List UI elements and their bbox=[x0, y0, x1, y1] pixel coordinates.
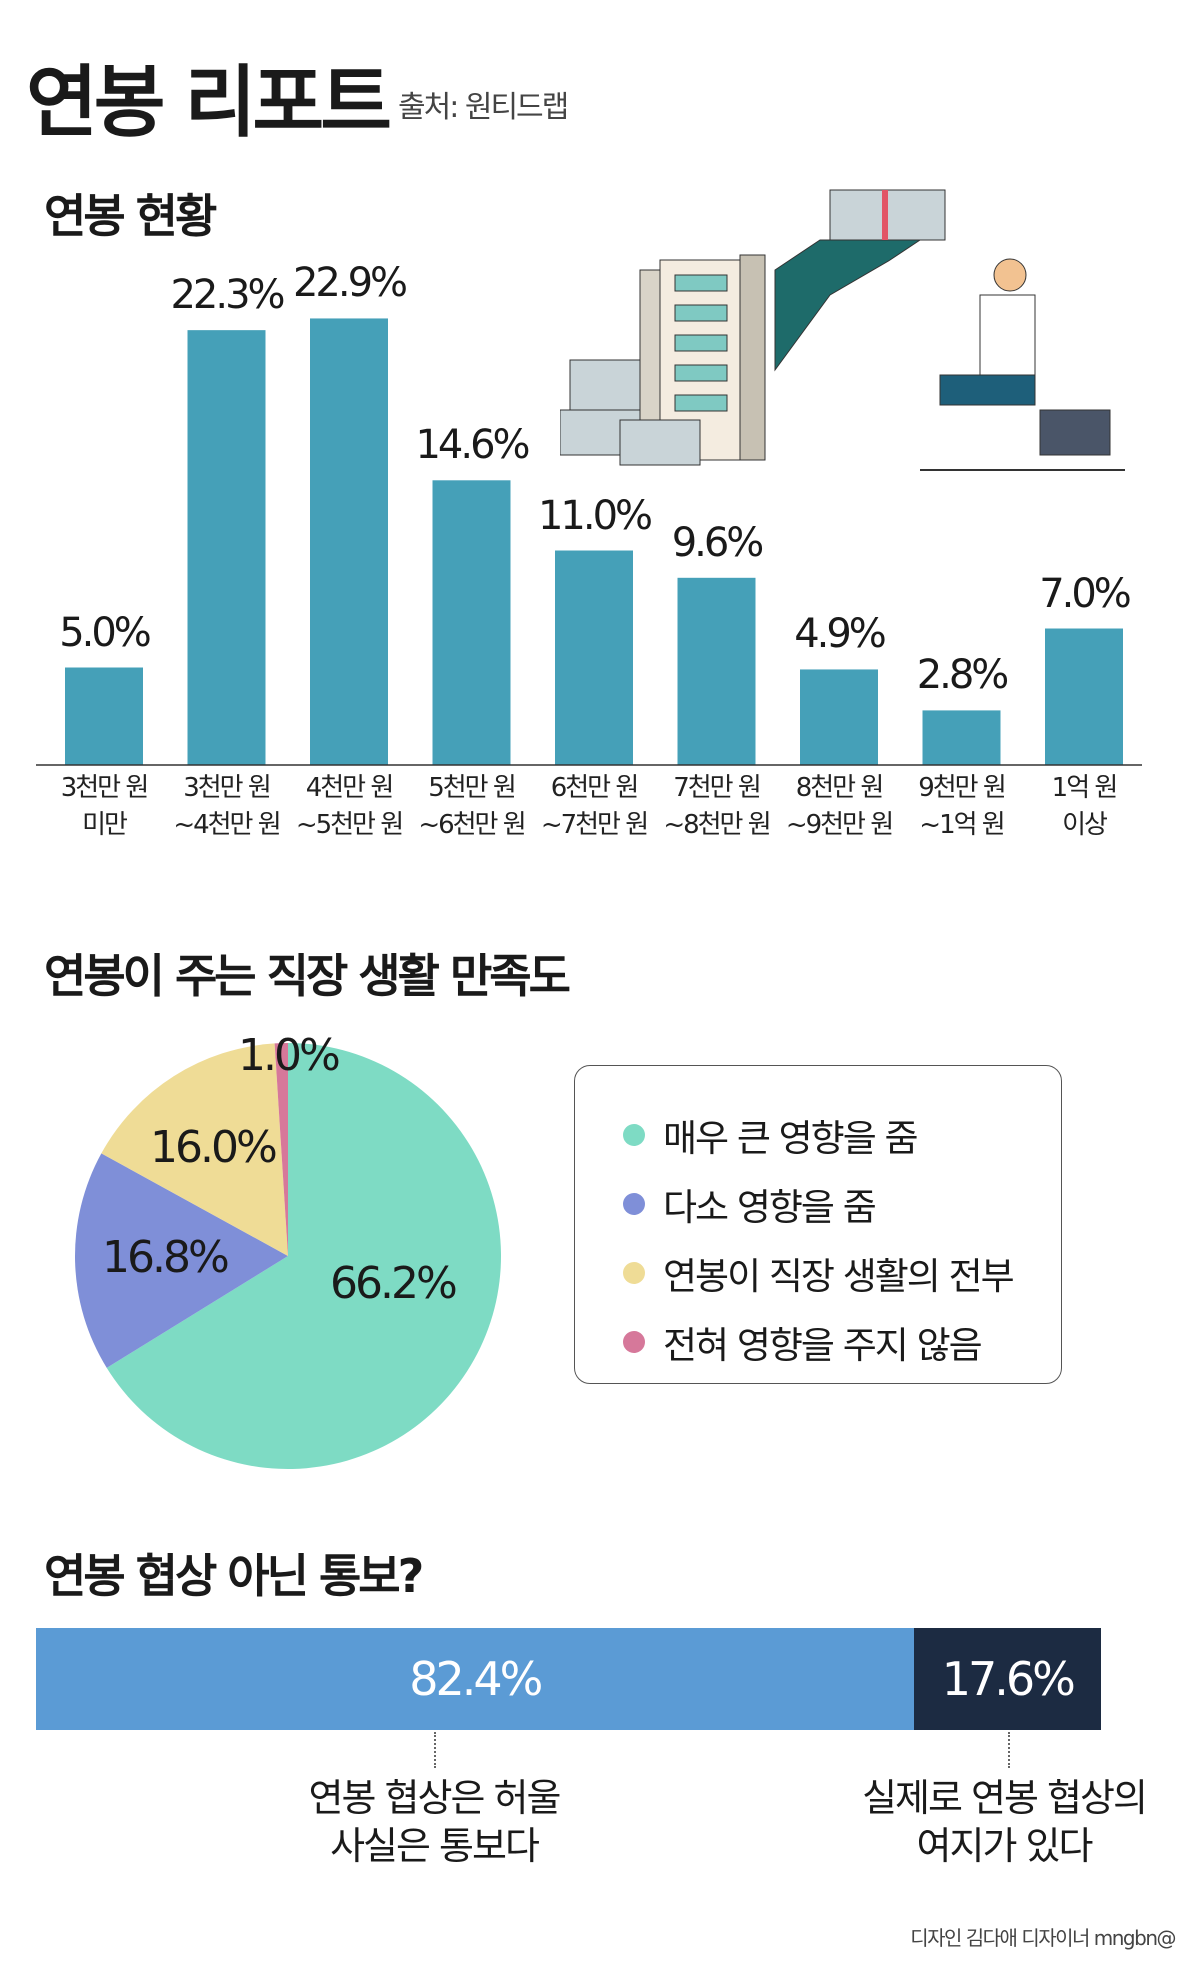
category-label: 4천만 원 ~5천만 원 bbox=[289, 770, 409, 844]
segment-notice: 82.4% bbox=[36, 1628, 914, 1730]
footer-credit: 디자인 김다애 디자이너 mngbn@ bbox=[910, 1926, 1176, 1950]
category-label-line: 5천만 원 bbox=[428, 773, 517, 803]
category-label-line: 1억 원 bbox=[1051, 773, 1119, 803]
leader-line bbox=[1008, 1732, 1010, 1768]
category-label-line: 3천만 원 bbox=[183, 773, 272, 803]
category-label-line: ~9천만 원 bbox=[785, 810, 894, 840]
bar-value-label: 22.3% bbox=[170, 272, 285, 319]
category-label: 3천만 원 ~4천만 원 bbox=[167, 770, 287, 844]
pie-label-some: 16.8% bbox=[102, 1232, 230, 1283]
bar bbox=[187, 330, 266, 765]
source-label: 출처: 원티드랩 bbox=[398, 90, 569, 125]
bar-value-label: 4.9% bbox=[794, 611, 887, 658]
caption-notice: 연봉 협상은 허울 사실은 통보다 bbox=[254, 1774, 614, 1870]
legend-item: 매우 큰 영향을 줌 bbox=[623, 1100, 1061, 1169]
bar-value-label: 7.0% bbox=[1039, 570, 1132, 617]
caption-negotiable: 실제로 연봉 협상의 여지가 있다 bbox=[824, 1774, 1184, 1870]
category-label-line: ~8천만 원 bbox=[663, 810, 771, 840]
bar-value-label: 14.6% bbox=[415, 422, 530, 469]
category-label-line: 이상 bbox=[1062, 810, 1108, 840]
category-label-line: 3천만 원 bbox=[60, 773, 150, 803]
pie-slice bbox=[101, 1043, 288, 1256]
category-label-line: ~5천만 원 bbox=[295, 810, 404, 840]
bar-value-label: 11.0% bbox=[537, 492, 653, 539]
caption-line: 사실은 통보다 bbox=[330, 1824, 540, 1868]
bar bbox=[555, 550, 633, 765]
bar bbox=[677, 577, 756, 765]
category-label: 9천만 원 ~1억 원 bbox=[902, 770, 1022, 844]
legend-item: 전혀 영향을 주지 않음 bbox=[623, 1307, 1061, 1376]
bar-value-label: 9.6% bbox=[671, 519, 765, 566]
bar bbox=[922, 710, 1001, 765]
bar bbox=[65, 667, 143, 765]
salary-bar-chart bbox=[36, 318, 1142, 766]
negotiation-stacked-bar: 82.4% 17.6% bbox=[36, 1628, 1101, 1730]
bar bbox=[310, 318, 388, 765]
pie-legend: 매우 큰 영향을 줌 다소 영향을 줌 연봉이 직장 생활의 전부 전혀 영향을… bbox=[574, 1065, 1062, 1384]
page-title: 연봉 리포트 bbox=[26, 58, 392, 148]
bar-chart-title: 연봉 현황 bbox=[44, 189, 217, 243]
legend-label: 다소 영향을 줌 bbox=[663, 1185, 877, 1229]
pie-label-very: 66.2% bbox=[330, 1258, 458, 1309]
caption-line: 여지가 있다 bbox=[916, 1824, 1094, 1868]
category-label-line: ~1억 원 bbox=[919, 810, 1005, 840]
pie-slice bbox=[106, 1043, 502, 1469]
legend-label: 전혀 영향을 주지 않음 bbox=[663, 1323, 983, 1367]
legend-dot-icon bbox=[623, 1261, 645, 1284]
category-label-line: 8천만 원 bbox=[795, 773, 885, 803]
legend-dot-icon bbox=[623, 1123, 645, 1146]
satisfaction-pie-chart bbox=[74, 1043, 502, 1469]
bar-value-label: 5.0% bbox=[59, 609, 152, 656]
leader-line bbox=[434, 1732, 436, 1768]
legend-item: 다소 영향을 줌 bbox=[623, 1169, 1061, 1238]
segment-negotiable: 17.6% bbox=[913, 1628, 1101, 1730]
pie-chart-title: 연봉이 주는 직장 생활 만족도 bbox=[44, 949, 571, 1003]
category-label: 7천만 원 ~8천만 원 bbox=[657, 770, 777, 844]
category-label: 6천만 원 ~7천만 원 bbox=[534, 770, 654, 844]
caption-line: 연봉 협상은 허울 bbox=[308, 1776, 562, 1820]
stacked-bar-title: 연봉 협상 아닌 통보? bbox=[44, 1549, 424, 1603]
category-label-line: ~7천만 원 bbox=[540, 810, 649, 840]
category-label-line: 6천만 원 bbox=[550, 773, 640, 803]
pie-label-all: 16.0% bbox=[150, 1122, 278, 1173]
legend-label: 연봉이 직장 생활의 전부 bbox=[663, 1254, 1015, 1298]
category-label-line: ~4천만 원 bbox=[173, 810, 281, 840]
category-label-line: ~6천만 원 bbox=[418, 810, 526, 840]
category-label: 8천만 원 ~9천만 원 bbox=[779, 770, 899, 844]
pie-slice bbox=[274, 1043, 288, 1256]
legend-label: 매우 큰 영향을 줌 bbox=[663, 1116, 919, 1160]
legend-item: 연봉이 직장 생활의 전부 bbox=[623, 1238, 1061, 1307]
category-label-line: 7천만 원 bbox=[673, 773, 762, 803]
category-label-line: 미만 bbox=[82, 810, 128, 840]
bar-value-label: 22.9% bbox=[292, 260, 408, 307]
pie-label-none: 1.0% bbox=[238, 1030, 341, 1081]
category-label-line: 4천만 원 bbox=[305, 773, 395, 803]
category-label-line: 9천만 원 bbox=[918, 773, 1007, 803]
legend-dot-icon bbox=[623, 1192, 645, 1215]
bar-value-label: 2.8% bbox=[916, 652, 1010, 699]
bar bbox=[432, 480, 511, 765]
category-label: 5천만 원 ~6천만 원 bbox=[412, 770, 532, 844]
caption-line: 실제로 연봉 협상의 bbox=[862, 1776, 1148, 1820]
legend-dot-icon bbox=[623, 1330, 645, 1353]
pie-slice bbox=[74, 1153, 288, 1368]
bar bbox=[800, 669, 878, 765]
bar bbox=[1045, 628, 1123, 765]
salary-illustration bbox=[560, 189, 1125, 471]
